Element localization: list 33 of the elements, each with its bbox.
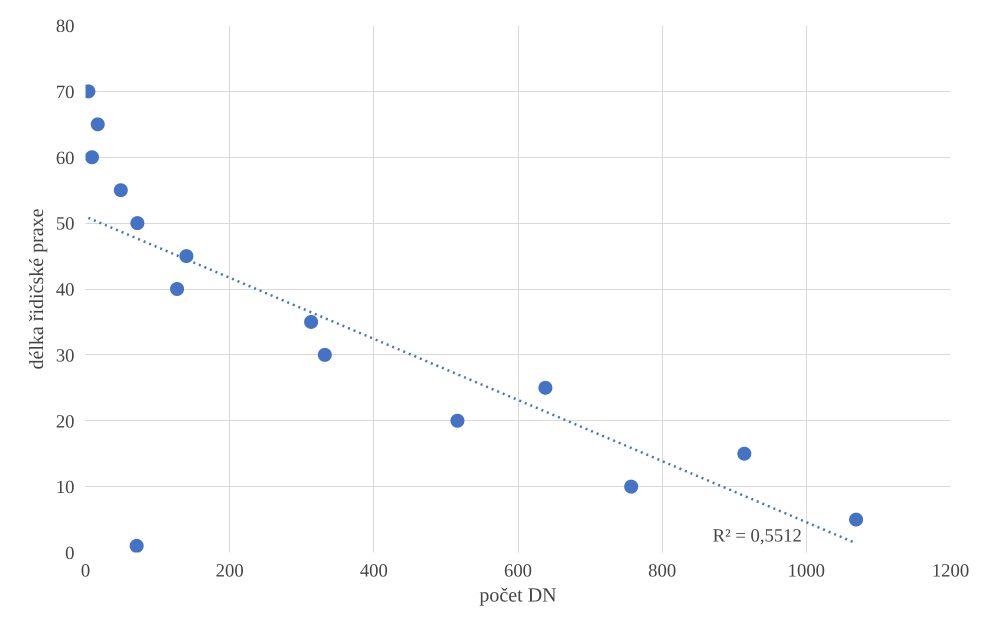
point: [90, 117, 105, 132]
point: [849, 512, 864, 527]
y-tick-label: 70: [56, 82, 74, 103]
y-axis-title: délka řidičské praxe: [26, 208, 48, 370]
point: [179, 249, 194, 264]
x-tick-label: 200: [216, 560, 244, 582]
x-tick-label: 800: [648, 560, 676, 582]
y-tick-label: 30: [56, 345, 74, 366]
point: [450, 414, 464, 428]
y-tick-label: 80: [56, 16, 74, 37]
point: [624, 480, 638, 494]
x-tick-label: 600: [504, 560, 532, 582]
point: [86, 150, 99, 164]
point: [114, 183, 128, 198]
y-tick-label: 40: [56, 280, 74, 300]
x-axis-title: počet DN: [479, 584, 557, 606]
y-tick-label: 0: [65, 543, 74, 564]
y-tick-label: 50: [56, 214, 74, 235]
point: [130, 216, 144, 230]
point: [170, 282, 184, 296]
point: [737, 446, 752, 461]
y-tick-label: 20: [56, 411, 74, 432]
point: [538, 380, 552, 395]
annotation: R² = 0,5512: [712, 526, 802, 547]
y-tick-label: 10: [56, 477, 74, 498]
point: [304, 314, 318, 329]
point: [318, 348, 332, 362]
x-tick-label: 1200: [932, 560, 970, 582]
x-tick-label: 400: [360, 560, 388, 582]
point: [130, 538, 144, 552]
x-tick-label: 1000: [788, 560, 825, 582]
x-tick-label: 0: [80, 560, 90, 582]
y-tick-label: 60: [56, 148, 74, 169]
